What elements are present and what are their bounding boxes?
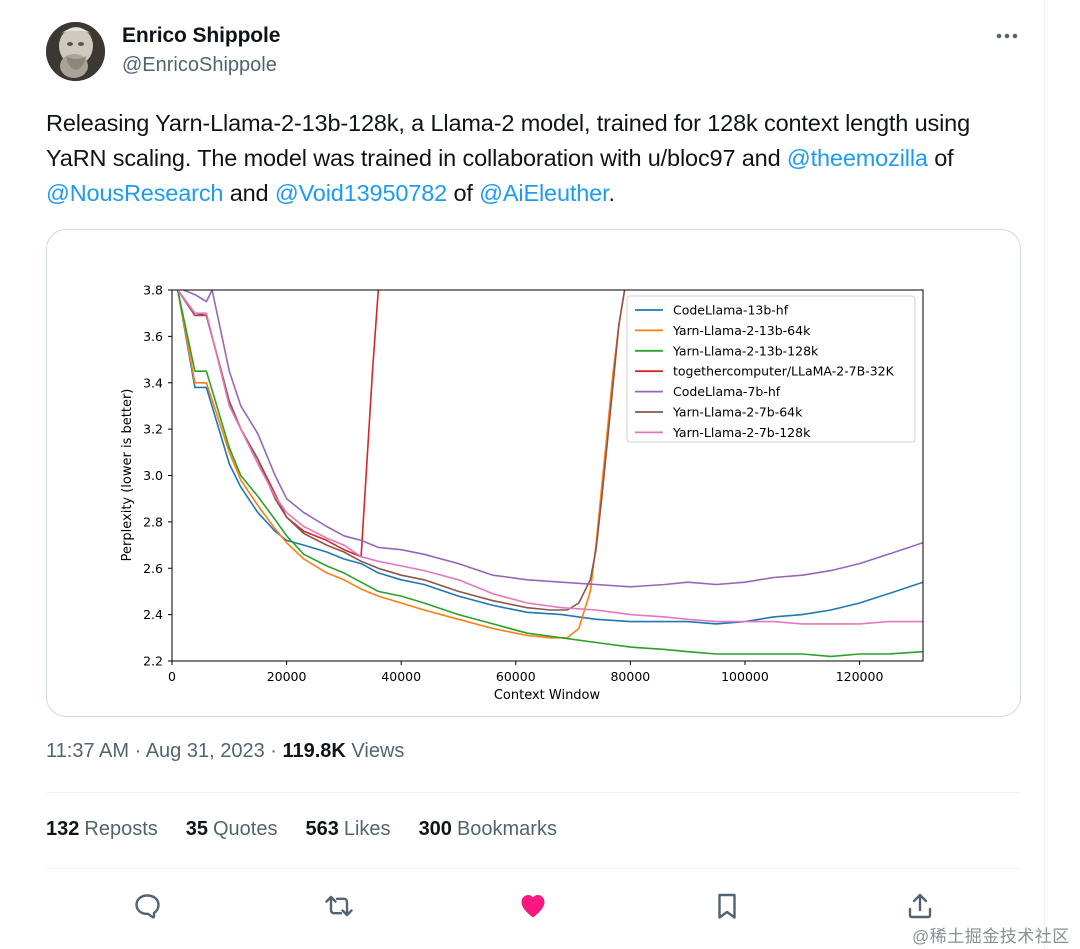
y-tick-label: 3.6 [143,329,163,344]
tweet-text-of: of [927,145,954,171]
likes-count: 563 [305,818,339,840]
more-options-button[interactable] [990,22,1024,50]
x-tick-label: 80000 [610,669,650,684]
series-line-3 [177,290,380,558]
y-tick-label: 3.4 [143,375,163,390]
series-line-1 [176,290,626,639]
x-tick-label: 100000 [721,669,769,684]
post-time[interactable]: 11:37 AM [46,740,130,762]
series-line-6 [177,290,923,625]
quotes-label: Quotes [213,818,278,840]
y-tick-label: 3.0 [143,468,163,483]
legend-label: CodeLlama-7b-hf [673,384,781,399]
tweet-text-of: of [447,180,480,206]
legend-label: Yarn-Llama-2-7b-128k [672,425,811,440]
legend-label: Yarn-Llama-2-13b-64k [672,323,811,338]
y-tick-label: 2.2 [143,654,163,669]
avatar-image [46,22,105,81]
likes-label: Likes [343,818,391,840]
author-handle[interactable]: @EnricoShippole [122,54,277,76]
reposts-label: Reposts [84,818,158,840]
divider [46,868,1020,869]
legend-label: Yarn-Llama-2-7b-64k [672,405,803,420]
reposts-stat[interactable]: 132 Reposts [46,818,158,841]
x-tick-label: 60000 [496,669,536,684]
y-tick-label: 2.8 [143,514,163,529]
legend: CodeLlama-13b-hf Yarn-Llama-2-13b-64k Yarn… [626,295,916,443]
series-line-4 [183,290,923,588]
heart-icon [521,895,545,918]
watermark: @稀土掘金技术社区 [912,927,1070,946]
legend-label: CodeLlama-13b-hf [673,303,789,318]
views-count: 119.8K [282,740,346,762]
meta-separator: · [264,740,283,762]
views-label: Views [345,740,405,762]
y-tick-label: 3.2 [143,422,163,437]
tweet-text-body: Releasing Yarn-Llama-2-13b-128k, a Llama… [46,110,971,171]
reply-button[interactable] [129,888,165,924]
mention-aieleuther[interactable]: @AiEleuther [479,180,609,206]
bookmarks-stat[interactable]: 300 Bookmarks [419,818,557,841]
repost-button[interactable] [321,888,357,924]
bookmarks-label: Bookmarks [456,818,557,840]
series-layer [176,290,923,658]
mention-nousresearch[interactable]: @NousResearch [46,180,224,206]
engagement-stats: 132 Reposts 35 Quotes 563 Likes 300 Bookmark… [46,818,585,841]
mention-void13950782[interactable]: @Void13950782 [274,180,448,206]
avatar[interactable] [46,22,105,81]
more-horizontal-icon [996,33,1018,39]
quotes-count: 35 [185,818,208,840]
share-button[interactable] [902,888,938,924]
legend-box [626,295,916,443]
bookmarks-count: 300 [418,818,452,840]
y-axis-label: Perplexity (lower is better) [120,389,135,562]
legend-label: togethercomputer/LLaMA-2-7B-32K [673,364,895,379]
reply-icon [135,894,160,919]
mention-theemozilla[interactable]: @theemozilla [786,145,928,171]
action-bar [46,878,1020,934]
media-card[interactable]: 0 20000 40000 60000 80000 100000 120000 2.2 2.4 2… [46,229,1021,717]
y-tick-label: 2.6 [143,561,163,576]
tweet-text: Releasing Yarn-Llama-2-13b-128k, a Llama… [46,106,1026,211]
y-tick-label: 2.4 [143,607,163,622]
x-tick-label: 40000 [381,669,421,684]
tweet-text-and: and [223,180,275,206]
divider [46,792,1020,793]
x-axis-label: Context Window [494,688,601,703]
legend-label: Yarn-Llama-2-13b-128k [672,343,819,358]
x-tick-label: 20000 [267,669,307,684]
author-display-name[interactable]: Enrico Shippole [122,24,281,47]
likes-stat[interactable]: 563 Likes [305,818,390,841]
quotes-stat[interactable]: 35 Quotes [186,818,278,841]
timeline-border [1044,0,1045,949]
bookmark-button[interactable] [709,888,745,924]
reposts-count: 132 [46,818,80,840]
tweet-text-end: . [608,180,615,206]
y-tick-label: 3.8 [143,283,163,298]
post-date[interactable]: Aug 31, 2023 [145,740,265,762]
repost-icon [325,895,353,917]
tick-layer: 0 20000 40000 60000 80000 100000 120000 2.2 2.4 2… [143,283,883,685]
perplexity-chart: 0 20000 40000 60000 80000 100000 120000 2.2 2.4 2… [120,283,924,703]
x-tick-label: 120000 [836,669,884,684]
series-line-2 [176,290,923,658]
share-icon [908,893,932,919]
x-tick-label: 0 [168,669,176,684]
meta-separator: · [129,740,146,762]
like-button[interactable] [515,888,551,924]
series-line-0 [176,290,923,625]
bookmark-icon [718,893,736,919]
tweet-meta: 11:37 AM · Aug 31, 2023 · 119.8K Views [46,740,404,763]
series-line-5 [177,290,626,611]
